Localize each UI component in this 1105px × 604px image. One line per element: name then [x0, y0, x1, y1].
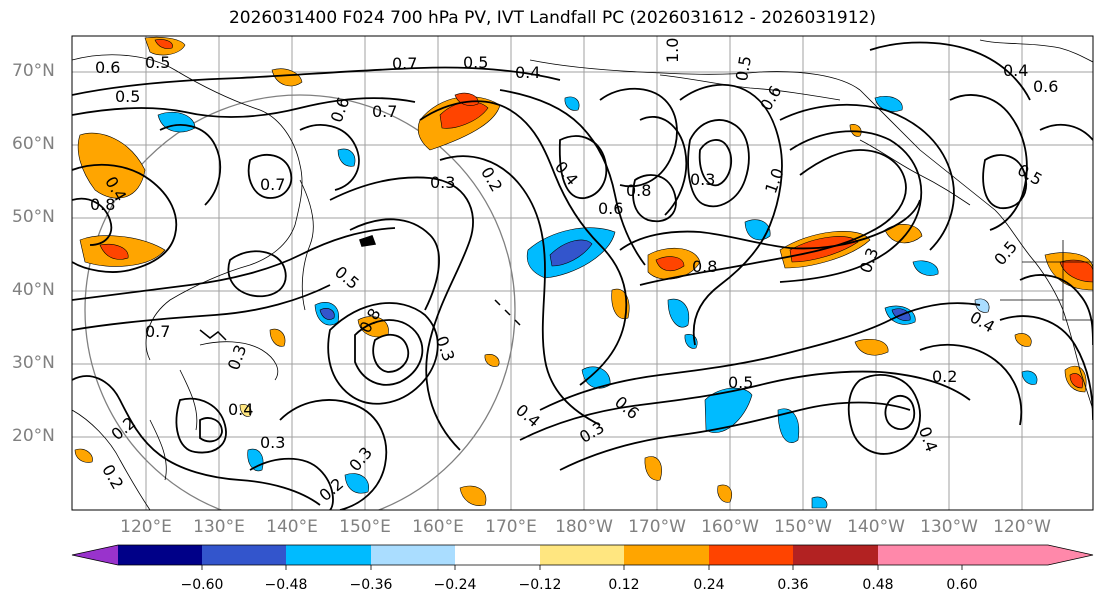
contour-label: 0.3	[690, 170, 715, 189]
map-frame	[71, 35, 1094, 511]
colorbar-segment	[202, 545, 286, 565]
lat-label: 40°N	[12, 280, 55, 300]
lat-label: 30°N	[12, 353, 55, 373]
colorbar-extend-high	[962, 545, 1093, 565]
lat-label: 50°N	[12, 207, 55, 227]
colorbar-tick-label: 0.36	[777, 577, 809, 593]
colorbar-tick-label: 0.24	[693, 577, 725, 593]
colorbar-segment	[709, 545, 793, 565]
colorbar-tick-label: −0.24	[433, 577, 477, 593]
colorbar-extend-low	[72, 545, 118, 565]
contour-label: 0.6	[598, 199, 623, 218]
contour-label: 0.7	[372, 102, 397, 121]
colorbar-segment	[455, 545, 540, 565]
contour-label: 0.8	[90, 195, 115, 214]
plot-title: 2026031400 F024 700 hPa PV, IVT Landfall…	[228, 8, 876, 28]
contour-label: 0.2	[932, 367, 957, 386]
contour-label: 0.7	[392, 54, 417, 73]
contour-label: 0.5	[115, 87, 140, 106]
colorbar-tick-label: −0.36	[349, 577, 393, 593]
contour-label: 0.5	[463, 53, 488, 72]
lon-label: 130°E	[193, 517, 245, 537]
contour-label: 0.4	[515, 63, 540, 82]
lon-label: 120°E	[120, 517, 172, 537]
lat-label: 70°N	[12, 61, 55, 81]
contour-label: 0.6	[95, 58, 120, 77]
colorbar-tick-label: 0.12	[608, 577, 640, 593]
contour-label: 0.6	[1033, 77, 1058, 96]
lon-label: 180°W	[555, 517, 613, 537]
lon-label: 130°W	[920, 517, 978, 537]
range-circle	[84, 94, 516, 510]
colorbar-segment	[878, 545, 962, 565]
colorbar-segment	[624, 545, 709, 565]
contour-label: 0.4	[228, 400, 253, 419]
positive-anomaly-shading	[74, 36, 1093, 506]
lon-label: 150°W	[774, 517, 832, 537]
colorbar-segment	[118, 545, 202, 565]
contour-label: 0.4	[1003, 61, 1028, 80]
lon-label: 150°E	[339, 517, 391, 537]
colorbar-tick-label: 0.60	[946, 577, 978, 593]
lon-label: 170°W	[628, 517, 686, 537]
lon-label: 140°E	[266, 517, 318, 537]
pv-contours	[72, 41, 1093, 510]
colorbar-segment	[540, 545, 624, 565]
contour-label: 0.5	[732, 54, 755, 82]
lon-label: 160°W	[701, 517, 759, 537]
coastlines	[72, 39, 1093, 510]
contour-label: 0.8	[692, 257, 717, 276]
lon-label: 120°W	[993, 517, 1051, 537]
colorbar-tick-label: −0.12	[518, 577, 562, 593]
lon-label: 170°E	[485, 517, 537, 537]
contour-label: 1.0	[663, 38, 682, 63]
contour-label: 0.7	[260, 175, 285, 194]
contour-label: 0.7	[145, 322, 170, 341]
lat-label: 20°N	[12, 426, 55, 446]
lat-label: 60°N	[12, 134, 55, 154]
colorbar-segment	[793, 545, 878, 565]
colorbar-tick-label: −0.60	[180, 577, 224, 593]
colorbar-tick-label: 0.48	[862, 577, 894, 593]
colorbar-segment	[286, 545, 371, 565]
colorbar	[71, 544, 1094, 570]
minor-contours	[199, 235, 521, 341]
graticule	[72, 36, 1093, 510]
contour-label: 0.5	[728, 373, 753, 392]
lon-label: 160°E	[412, 517, 464, 537]
contour-label: 0.3	[260, 433, 285, 452]
colorbar-segment	[371, 545, 455, 565]
colorbar-tick-label: −0.48	[264, 577, 308, 593]
contour-label: 0.8	[626, 181, 651, 200]
contour-label: 0.3	[430, 173, 455, 192]
lon-label: 140°W	[847, 517, 905, 537]
contour-label: 0.5	[145, 53, 170, 72]
negative-anomaly-shading	[157, 96, 1038, 509]
